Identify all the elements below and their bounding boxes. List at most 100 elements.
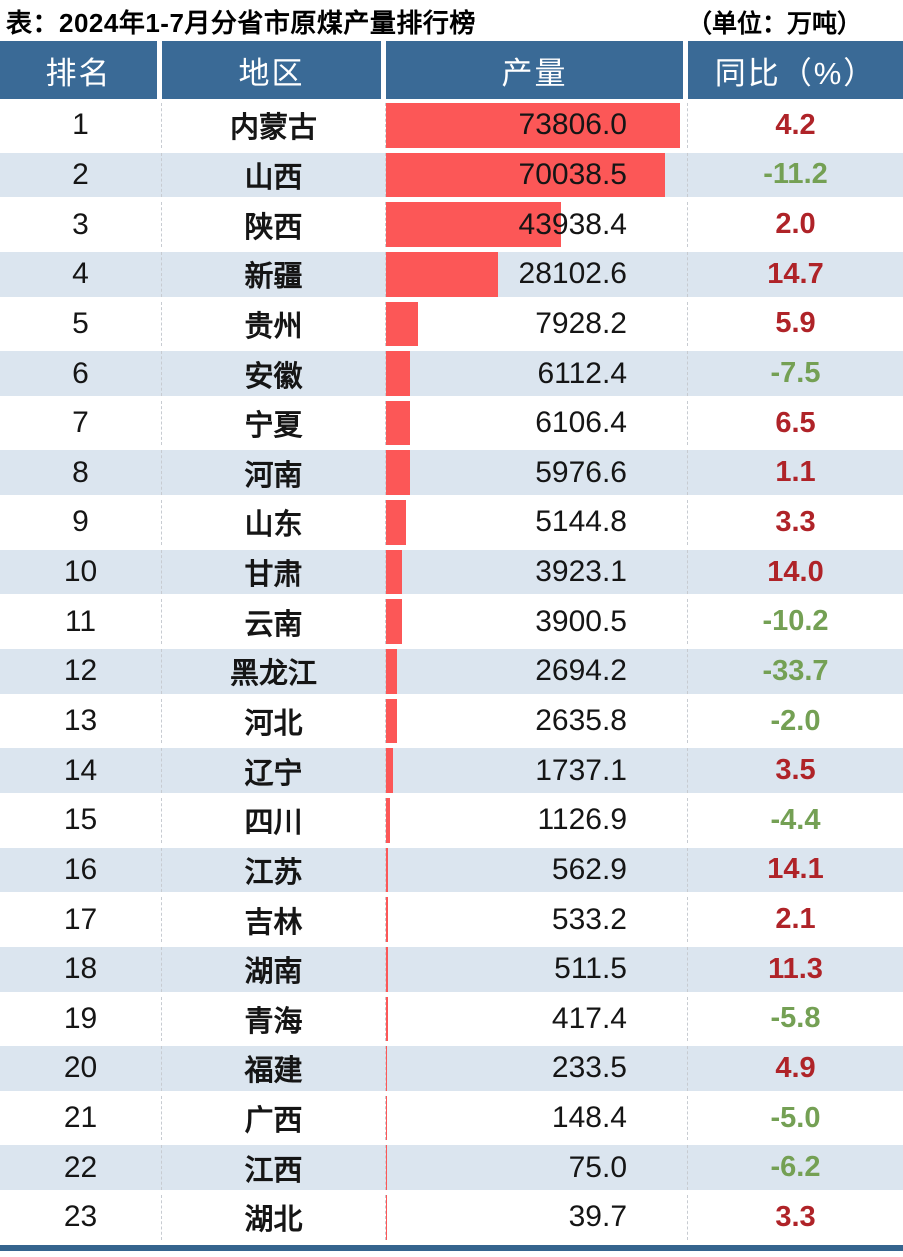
- yoy-cell: 2.1: [688, 897, 903, 942]
- yoy-value: -2.0: [770, 704, 821, 737]
- table-row: 13 河北 2635.8 -2.0: [0, 698, 903, 749]
- production-bar: [386, 1046, 387, 1091]
- production-bar: [386, 797, 391, 843]
- rank-cell: 3: [0, 202, 162, 247]
- yoy-value: -5.8: [770, 1002, 821, 1035]
- production-bar: [386, 996, 388, 1042]
- production-value: 562.9: [551, 852, 627, 886]
- table-row: 4 新疆 28102.6 14.7: [0, 251, 903, 302]
- yoy-value: 1.1: [775, 456, 816, 489]
- yoy-value: 2.0: [775, 208, 816, 241]
- region-cell: 辽宁: [162, 748, 386, 793]
- rank-cell: 15: [0, 797, 162, 843]
- production-value: 2694.2: [535, 654, 627, 688]
- yoy-cell: 14.0: [688, 549, 903, 595]
- table-row: 8 河南 5976.6 1.1: [0, 450, 903, 501]
- yoy-cell: -5.0: [688, 1095, 903, 1141]
- region-cell: 河北: [162, 698, 386, 744]
- rank-cell: 12: [0, 649, 162, 694]
- yoy-cell: -10.2: [688, 599, 903, 645]
- region-cell: 江苏: [162, 847, 386, 893]
- title-bar: 表：2024年1-7月分省市原煤产量排行榜 （单位：万吨）: [0, 0, 903, 41]
- production-value: 6106.4: [535, 406, 627, 440]
- yoy-value: -10.2: [762, 605, 829, 638]
- rank-cell: 5: [0, 301, 162, 347]
- yoy-value: -4.4: [770, 803, 821, 836]
- rank-cell: 11: [0, 599, 162, 645]
- column-header-rank: 排名: [0, 41, 162, 103]
- region-cell: 安徽: [162, 351, 386, 396]
- production-bar: [386, 202, 562, 247]
- table-row: 19 青海 417.4 -5.8: [0, 996, 903, 1047]
- table-row: 15 四川 1126.9 -4.4: [0, 797, 903, 848]
- region-cell: 山西: [162, 152, 386, 198]
- yoy-cell: -11.2: [688, 152, 903, 198]
- table-row: 22 江西 75.0 -6.2: [0, 1145, 903, 1196]
- yoy-cell: 4.2: [688, 103, 903, 148]
- column-header-yoy: 同比（%）: [688, 41, 903, 103]
- yoy-value: -33.7: [762, 654, 829, 687]
- production-bar: [386, 549, 402, 595]
- production-cell: 5144.8: [386, 500, 688, 545]
- production-cell: 5976.6: [386, 450, 688, 496]
- production-bar: [386, 847, 389, 893]
- production-value: 28102.6: [518, 257, 627, 291]
- region-cell: 陕西: [162, 202, 386, 247]
- production-bar: [386, 351, 411, 396]
- yoy-value: 5.9: [775, 307, 816, 340]
- production-cell: 39.7: [386, 1195, 688, 1240]
- rank-cell: 23: [0, 1195, 162, 1240]
- production-cell: 2635.8: [386, 698, 688, 744]
- region-cell: 河南: [162, 450, 386, 496]
- production-cell: 73806.0: [386, 103, 688, 148]
- rank-cell: 14: [0, 748, 162, 793]
- production-cell: 75.0: [386, 1145, 688, 1191]
- production-value: 39.7: [568, 1200, 627, 1234]
- production-bar: [386, 698, 397, 744]
- production-value: 73806.0: [518, 108, 627, 142]
- table-row: 10 甘肃 3923.1 14.0: [0, 549, 903, 600]
- page-title: 表：2024年1-7月分省市原煤产量排行榜: [6, 8, 476, 38]
- table-body: 1 内蒙古 73806.0 4.2 2 山西 70038.5 -11.2 3 陕西 43938.4 2…: [0, 103, 903, 1245]
- region-cell: 广西: [162, 1095, 386, 1141]
- production-cell: 1737.1: [386, 748, 688, 793]
- table-row: 1 内蒙古 73806.0 4.2: [0, 103, 903, 153]
- region-cell: 山东: [162, 500, 386, 545]
- yoy-cell: 11.3: [688, 946, 903, 992]
- production-value: 3923.1: [535, 555, 627, 589]
- production-cell: 511.5: [386, 946, 688, 992]
- yoy-value: 2.1: [775, 903, 816, 936]
- table-row: 12 黑龙江 2694.2 -33.7: [0, 649, 903, 699]
- production-value: 1126.9: [537, 803, 627, 837]
- yoy-cell: 14.1: [688, 847, 903, 893]
- yoy-value: 14.0: [767, 555, 824, 588]
- rank-cell: 21: [0, 1095, 162, 1141]
- yoy-value: 11.3: [768, 952, 823, 985]
- yoy-cell: -2.0: [688, 698, 903, 744]
- table-header-row: 排名 地区 产量 同比（%）: [0, 41, 903, 103]
- production-bar: [386, 152, 666, 198]
- yoy-value: 4.9: [775, 1051, 816, 1084]
- yoy-value: 3.3: [775, 505, 816, 538]
- rank-cell: 19: [0, 996, 162, 1042]
- production-bar: [386, 103, 681, 148]
- production-bar: [386, 599, 402, 645]
- production-value: 511.5: [554, 952, 627, 986]
- production-cell: 70038.5: [386, 152, 688, 198]
- region-cell: 宁夏: [162, 400, 386, 446]
- yoy-cell: 6.5: [688, 400, 903, 446]
- production-cell: 3900.5: [386, 599, 688, 645]
- production-bar: [386, 500, 407, 545]
- region-cell: 内蒙古: [162, 103, 386, 148]
- yoy-cell: 1.1: [688, 450, 903, 496]
- production-bar: [386, 649, 397, 694]
- table-row: 21 广西 148.4 -5.0: [0, 1095, 903, 1146]
- production-value: 75.0: [568, 1150, 627, 1184]
- yoy-cell: -7.5: [688, 351, 903, 396]
- production-cell: 7928.2: [386, 301, 688, 347]
- yoy-value: -6.2: [770, 1151, 821, 1184]
- yoy-value: -7.5: [770, 357, 821, 390]
- region-cell: 福建: [162, 1046, 386, 1091]
- table-row: 18 湖南 511.5 11.3: [0, 946, 903, 997]
- region-cell: 湖北: [162, 1195, 386, 1240]
